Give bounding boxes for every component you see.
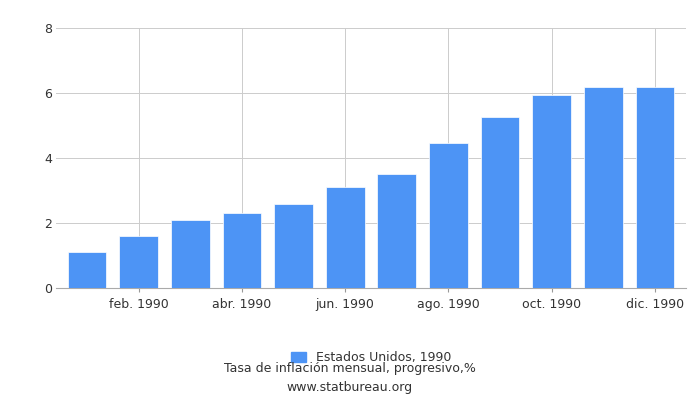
Text: Tasa de inflación mensual, progresivo,%
www.statbureau.org: Tasa de inflación mensual, progresivo,% … (224, 362, 476, 394)
Bar (274, 204, 313, 288)
Bar (326, 187, 365, 288)
Bar (171, 220, 209, 288)
Legend: Estados Unidos, 1990: Estados Unidos, 1990 (286, 346, 456, 369)
Bar (377, 174, 416, 288)
Bar (636, 86, 674, 288)
Bar (119, 236, 158, 288)
Bar (68, 252, 106, 288)
Bar (481, 117, 519, 288)
Bar (533, 95, 571, 288)
Bar (223, 213, 261, 288)
Bar (584, 86, 623, 288)
Bar (429, 143, 468, 288)
